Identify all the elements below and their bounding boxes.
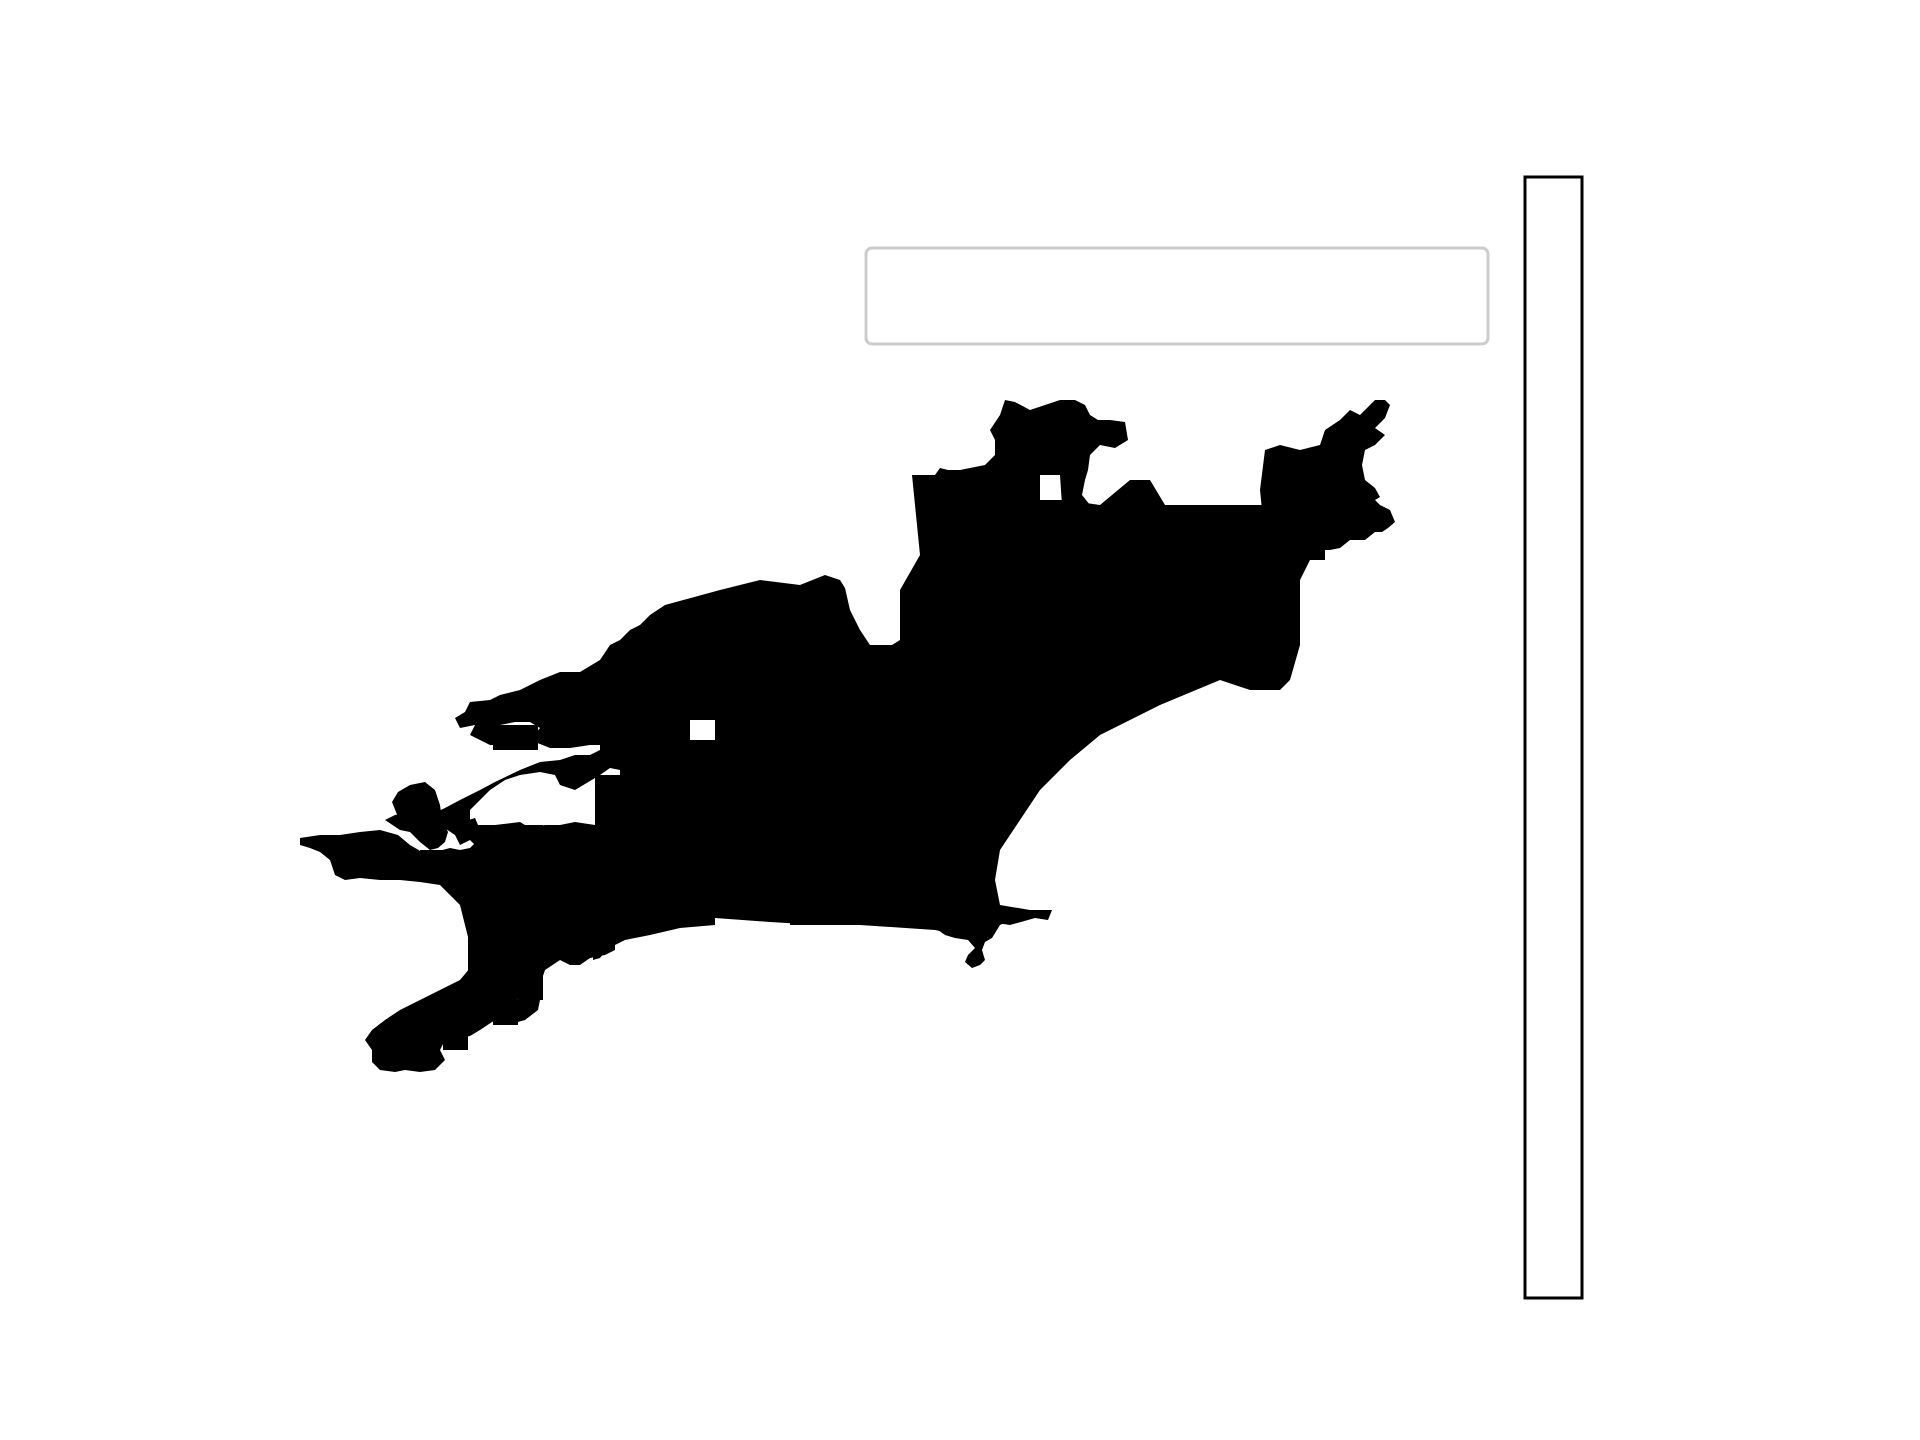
map-block-red-lower-2 [890,825,938,875]
map-cell-cyan-center [595,775,617,825]
map-cell-green-w-3 [468,900,493,950]
map-island-cyan [392,782,448,850]
map-cell-blue-sw-5 [593,948,608,960]
map-cell-blue-sw-2 [493,1000,518,1025]
map-cell-green-w-9 [493,725,538,750]
map-block-red-north-center [740,600,814,675]
choropleth-map [300,400,1395,1072]
map-cell-blue-sw-4 [518,1000,540,1022]
map-cell-cyan-w-1 [420,850,442,872]
map-region-north-turquoise [918,400,1128,522]
map-cell-blue-sw-1 [443,1000,468,1050]
map-region-west-orange [300,822,615,1072]
map-cell-green-w-5 [568,925,593,950]
map-cell-mint-w [543,850,593,875]
colorbar-frame [1523,175,1584,1300]
map-block-red-peninsula [938,900,1012,968]
map-cell-green-w-7 [518,975,543,1000]
map-cell-green-w-4 [518,925,543,950]
map-block-red-northeast [1160,528,1285,650]
map-legend [864,246,1490,346]
colorbar-gradient [1525,177,1582,1298]
map-block-red-lower-1 [790,850,840,925]
map-cell-green-w-1 [518,825,543,850]
map-cell-cyan-w-3 [565,760,595,775]
map-cell-cyan-w-2 [462,818,478,832]
map-cell-green-w-2 [493,875,518,900]
colorbar [1523,175,1584,1300]
map-block-red-center [913,700,987,775]
map-cell-green-w-6 [493,950,518,975]
map-block-turquoise-south [615,875,715,945]
map-cell-blue-sw-3 [468,975,493,1000]
legend-frame [864,246,1490,346]
map-cell-green-w-8 [468,950,493,975]
map-cell-east-turq-lower [1285,500,1325,560]
map-block-red-center-east [1037,700,1135,790]
map-block-red-north [890,550,1035,675]
